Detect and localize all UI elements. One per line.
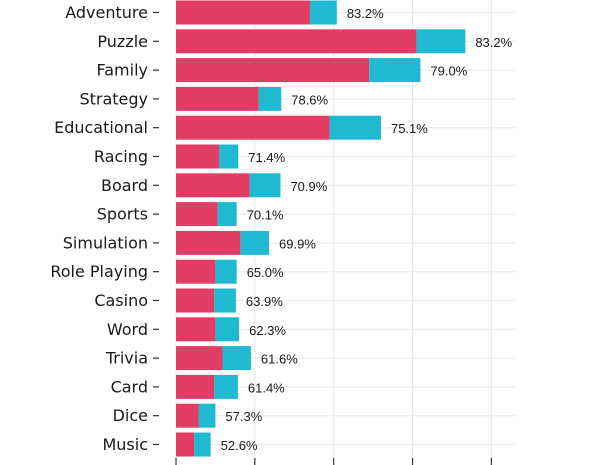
category-label: Word	[107, 320, 148, 339]
bar-strategy-segment-1	[176, 86, 259, 111]
data-label: 70.9%	[290, 179, 327, 194]
data-label: 70.1%	[247, 208, 284, 223]
data-label: 65.0%	[247, 265, 284, 280]
category-label: Card	[111, 377, 148, 396]
data-label: 83.2%	[347, 6, 384, 21]
bar-casino-segment-2	[214, 288, 236, 313]
category-label: Educational	[54, 118, 148, 137]
category-label: Adventure	[65, 3, 148, 22]
bar-educational-segment-2	[329, 115, 381, 140]
category-label: Board	[101, 176, 148, 195]
bar-trivia-segment-2	[222, 346, 251, 371]
data-label: 79.0%	[430, 64, 467, 79]
category-label: Family	[97, 61, 148, 80]
bar-simulation-segment-1	[176, 230, 241, 255]
data-label: 83.2%	[475, 35, 512, 50]
bar-card-segment-1	[176, 374, 215, 399]
category-label: Dice	[113, 406, 148, 425]
data-label: 71.4%	[248, 150, 285, 165]
data-label: 78.6%	[291, 92, 328, 107]
bar-puzzle-segment-2	[416, 29, 466, 54]
data-label: 63.9%	[246, 294, 283, 309]
bar-family-segment-1	[176, 58, 370, 83]
bar-word-segment-2	[215, 317, 240, 342]
bar-family-segment-2	[369, 58, 421, 83]
bar-educational-segment-1	[176, 115, 330, 140]
category-label: Casino	[94, 291, 148, 310]
bar-dice-segment-2	[198, 403, 216, 428]
bar-simulation-segment-2	[240, 230, 270, 255]
bar-trivia-segment-1	[176, 346, 223, 371]
data-label: 75.1%	[391, 121, 428, 136]
data-label: 62.3%	[249, 323, 286, 338]
bar-card-segment-2	[214, 374, 238, 399]
bar-board-segment-1	[176, 173, 250, 198]
category-label: Simulation	[63, 233, 148, 252]
bar-role-playing-segment-1	[176, 259, 216, 284]
bar-puzzle-segment-1	[176, 29, 417, 54]
bar-racing-segment-1	[176, 144, 220, 169]
category-label: Role Playing	[50, 262, 148, 281]
bar-word-segment-1	[176, 317, 216, 342]
data-label: 61.4%	[248, 380, 285, 395]
bar-music-segment-2	[194, 432, 211, 457]
category-label: Trivia	[105, 349, 148, 368]
bar-sports-segment-2	[217, 202, 237, 227]
bar-strategy-segment-2	[258, 86, 282, 111]
bar-casino-segment-1	[176, 288, 215, 313]
bars	[176, 0, 466, 457]
data-label: 57.3%	[225, 409, 262, 424]
data-label: 52.6%	[221, 438, 258, 453]
bar-dice-segment-1	[176, 403, 199, 428]
category-label: Racing	[94, 147, 148, 166]
bar-sports-segment-1	[176, 202, 218, 227]
data-label: 61.6%	[261, 352, 298, 367]
bar-adventure-segment-1	[176, 0, 311, 25]
bar-board-segment-2	[249, 173, 281, 198]
bar-adventure-segment-2	[310, 0, 337, 25]
bar-racing-segment-2	[219, 144, 239, 169]
category-label: Sports	[97, 205, 148, 224]
category-label: Puzzle	[97, 32, 148, 51]
data-label: 69.9%	[279, 236, 316, 251]
bar-role-playing-segment-2	[215, 259, 237, 284]
labels: Adventure 83.2% Puzzle 83.2% Family 79.0% Stra…	[50, 3, 512, 454]
category-label: Strategy	[79, 89, 148, 108]
category-label: Music	[102, 435, 148, 454]
bar-music-segment-1	[176, 432, 195, 457]
